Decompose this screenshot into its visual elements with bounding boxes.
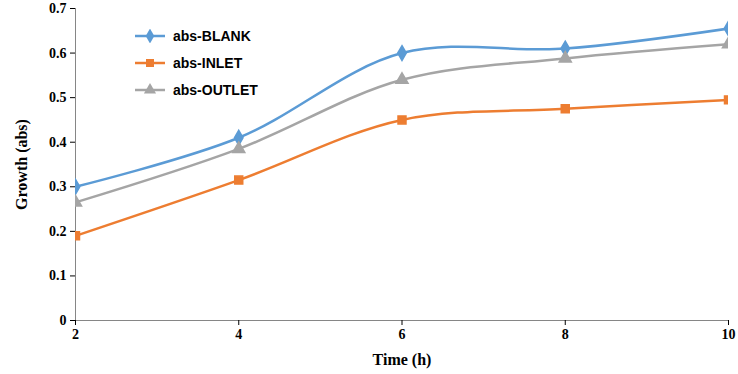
html-text:abs-INLET: abs-INLET	[173, 54, 243, 71]
html-text:abs-OUTLET: abs-OUTLET	[173, 81, 258, 98]
svg-text:0: 0	[60, 313, 67, 328]
svg-text:0.5: 0.5	[49, 90, 67, 105]
svg-text:10: 10	[722, 327, 736, 342]
svg-text:0.1: 0.1	[49, 268, 67, 283]
svg-text:2: 2	[72, 327, 79, 342]
svg-text:8: 8	[562, 327, 569, 342]
svg-text:0.2: 0.2	[49, 224, 67, 239]
html-text:abs-BLANK: abs-BLANK	[173, 27, 251, 44]
svg-text:Growth (abs): Growth (abs)	[13, 119, 31, 210]
svg-text:Time (h): Time (h)	[373, 351, 432, 369]
svg-text:0.6: 0.6	[49, 46, 67, 61]
svg-text:0.7: 0.7	[49, 1, 67, 16]
svg-text:0.4: 0.4	[49, 135, 67, 150]
svg-text:0.3: 0.3	[49, 179, 67, 194]
svg-text:6: 6	[399, 327, 406, 342]
svg-text:4: 4	[235, 327, 242, 342]
